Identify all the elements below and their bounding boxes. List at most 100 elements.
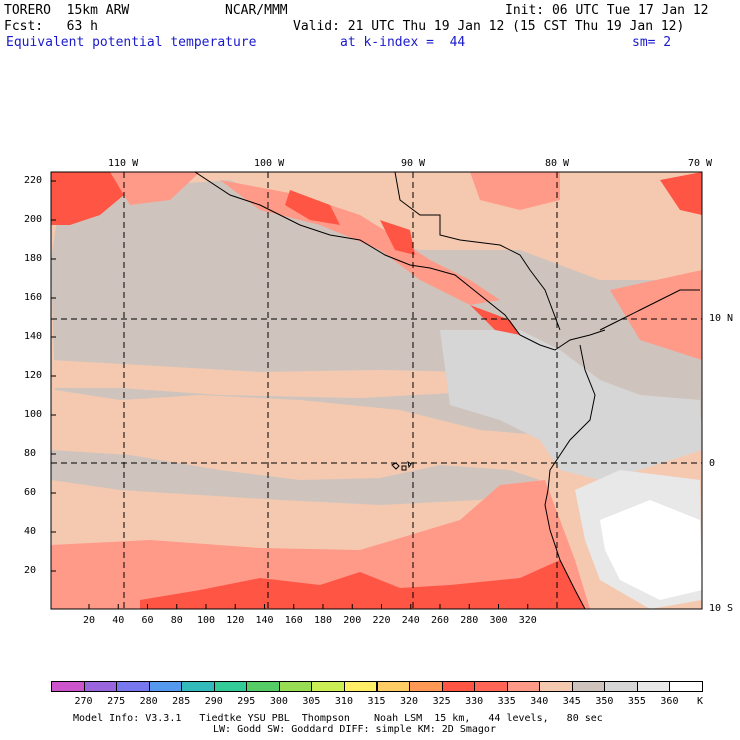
colorbar-swatch	[213, 681, 248, 692]
colorbar-label: 275	[107, 696, 126, 707]
x-tick-label: 160	[284, 615, 303, 626]
model-title: TORERO 15km ARW	[4, 3, 130, 18]
organization-label: NCAR/MMM	[225, 3, 288, 18]
colorbar-swatch	[636, 681, 671, 692]
coastline-south-america-west	[544, 344, 596, 609]
y-tick-label: 120	[24, 370, 43, 381]
forecast-hour: Fcst: 63 h	[4, 19, 98, 34]
field-band-340-nw	[110, 172, 200, 205]
x-tick-label: 80	[170, 615, 183, 626]
colorbar-label: 305	[302, 696, 321, 707]
x-tick-label: 280	[460, 615, 479, 626]
colorbar-swatch	[441, 681, 476, 692]
model-info-line1: Model Info: V3.3.1 Tiedtke YSU PBL Thomp…	[73, 713, 603, 724]
x-tick-label: 220	[372, 615, 391, 626]
field-band-350-south	[51, 450, 540, 505]
lon-label-100w: 100 W	[254, 158, 285, 169]
colorbar-label: 345	[562, 696, 581, 707]
colorbar-label: 350	[595, 696, 614, 707]
colorbar-swatch	[51, 681, 85, 692]
colorbar-label: 310	[334, 696, 353, 707]
colorbar-label: 330	[465, 696, 484, 707]
field-guatemala-red	[380, 220, 415, 255]
colorbar-label: 285	[172, 696, 191, 707]
model-info-line2: LW: Godd SW: Goddard DIFF: simple KM: 2D…	[213, 724, 496, 735]
colorbar-label: 355	[627, 696, 646, 707]
colorbar-label: 290	[204, 696, 223, 707]
colorbar-swatch	[181, 681, 215, 692]
x-tick-label: 20	[83, 615, 96, 626]
smoothing-label: sm= 2	[632, 35, 672, 50]
colorbar-label: 315	[367, 696, 386, 707]
lat-label-10n: 10 N	[709, 313, 734, 324]
colorbar-label: 280	[139, 696, 158, 707]
field-band-340-south	[51, 480, 590, 609]
colorbar-swatch	[343, 681, 378, 692]
y-tick-label: 100	[24, 409, 43, 420]
field-band-330-south	[140, 560, 585, 609]
lat-label-10s: 10 S	[709, 603, 734, 614]
colorbar-label: 335	[497, 696, 516, 707]
colorbar-swatch	[311, 681, 345, 692]
x-tick-label: 200	[343, 615, 362, 626]
y-tick-label: 160	[24, 292, 43, 303]
lon-label-110w: 110 W	[108, 158, 139, 169]
field-andes-white	[600, 500, 702, 600]
field-band-330-nw	[51, 172, 130, 225]
x-tick-label: 60	[141, 615, 154, 626]
field-light-gray-east	[440, 330, 702, 480]
colorbar-unit: K	[697, 696, 704, 707]
y-tick-label: 200	[24, 214, 43, 225]
colorbar-swatch	[506, 681, 541, 692]
colorbar-swatch	[669, 681, 703, 692]
colorbar-label: 295	[237, 696, 256, 707]
map-frame	[50, 171, 703, 610]
field-name: Equivalent potential temperature	[6, 35, 257, 50]
x-tick-label: 240	[401, 615, 420, 626]
colorbar-label: 270	[74, 696, 93, 707]
lon-label-70w: 70 W	[688, 158, 713, 169]
colorbar-swatch	[116, 681, 150, 692]
lon-label-80w: 80 W	[545, 158, 570, 169]
colorbar-swatch	[83, 681, 118, 692]
colorbar-swatch	[539, 681, 573, 692]
y-tick-label: 40	[24, 526, 37, 537]
y-tick-label: 220	[24, 175, 43, 186]
x-tick-label: 260	[431, 615, 450, 626]
colorbar-swatch	[376, 681, 411, 692]
valid-time: Valid: 21 UTC Thu 19 Jan 12 (15 CST Thu …	[293, 19, 685, 34]
x-tick-label: 140	[255, 615, 274, 626]
field-nw-corner-salmon	[470, 172, 560, 210]
galapagos	[391, 460, 412, 471]
y-tick-label: 180	[24, 253, 43, 264]
level-label: at k-index = 44	[340, 35, 466, 50]
field-mexico-red	[285, 190, 340, 225]
x-tick-label: 300	[489, 615, 508, 626]
x-tick-label: 180	[314, 615, 333, 626]
lon-label-90w: 90 W	[401, 158, 426, 169]
init-time: Init: 06 UTC Tue 17 Jan 12	[505, 3, 709, 18]
colorbar-swatch	[604, 681, 638, 692]
field-mexico-coast	[220, 180, 500, 305]
y-tick-label: 140	[24, 331, 43, 342]
colorbar-swatch	[246, 681, 280, 692]
x-tick-label: 40	[112, 615, 125, 626]
field-band-345-center	[51, 360, 470, 398]
x-tick-label: 120	[226, 615, 245, 626]
y-tick-label: 60	[24, 487, 37, 498]
colorbar-swatch	[474, 681, 508, 692]
colorbar-label: 320	[400, 696, 419, 707]
y-tick-label: 80	[24, 448, 37, 459]
coastline-yucatan	[394, 172, 561, 331]
coastline-central-america	[194, 172, 606, 351]
field-caribbean-salmon	[610, 270, 702, 360]
x-tick-label: 100	[197, 615, 216, 626]
colorbar-label: 360	[660, 696, 679, 707]
colorbar-swatch	[278, 681, 313, 692]
colorbar-label: 340	[530, 696, 549, 707]
y-tick-label: 20	[24, 565, 37, 576]
colorbar-swatch	[571, 681, 606, 692]
colorbar-label: 300	[269, 696, 288, 707]
x-tick-label: 320	[518, 615, 537, 626]
